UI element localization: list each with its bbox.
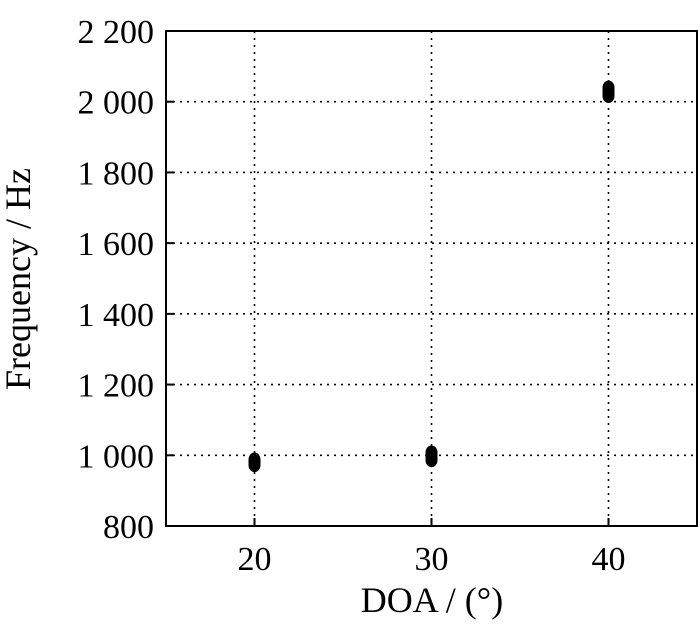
x-tick-label: 20 — [238, 541, 272, 578]
y-tick-label: 1 400 — [78, 297, 155, 334]
y-tick-label: 1 800 — [78, 155, 155, 192]
y-tick-label: 2 200 — [78, 14, 155, 51]
y-tick-label: 2 000 — [78, 85, 155, 122]
x-axis-title: DOA / (°) — [361, 580, 503, 620]
data-point — [602, 80, 615, 95]
x-tick-label: 40 — [592, 541, 626, 578]
x-tick-labels: 20 30 40 — [238, 541, 626, 578]
y-tick-label: 1 600 — [78, 226, 155, 263]
data-points — [248, 80, 615, 473]
y-tick-labels: 800 1 000 1 200 1 400 1 600 1 800 2 000 2 200 — [78, 14, 155, 546]
x-tick-label: 30 — [415, 541, 449, 578]
data-point — [248, 452, 261, 467]
y-axis-title: Frequency / Hz — [0, 168, 38, 390]
y-tick-label: 1 000 — [78, 438, 155, 475]
y-tick-label: 800 — [103, 509, 154, 546]
y-tick-label: 1 200 — [78, 368, 155, 405]
data-point — [425, 445, 438, 460]
axis-ticks — [166, 30, 610, 527]
